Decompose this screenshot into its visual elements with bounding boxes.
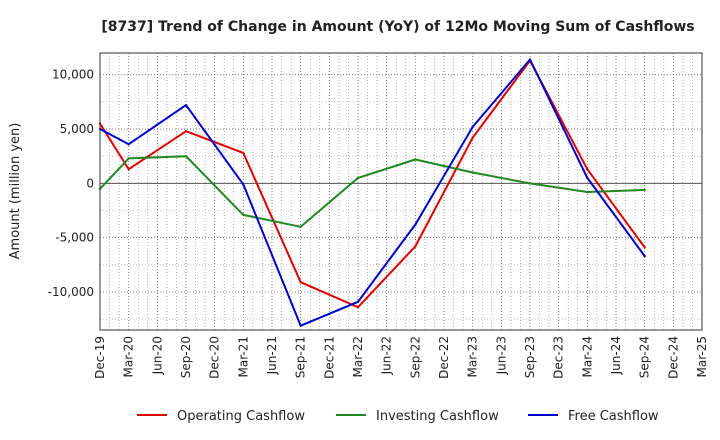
x-tick-label: Dec-21 [322,336,336,379]
series-line [99,58,646,327]
x-tick-label: Mar-22 [351,336,365,377]
data-point [414,223,417,226]
data-point [528,58,532,61]
x-tick-label: Mar-24 [580,336,594,377]
x-tick-label: Jun-22 [380,336,394,375]
data-point [242,183,245,186]
tick-labels: 10,000 5,000 0 -5,000 -10,000 Dec-19 Mar-20 Jun… [48,68,709,379]
plot-frame [99,52,703,331]
x-tick-label: Jun-23 [494,336,508,375]
x-tick-label: Dec-23 [552,336,566,379]
data-point [414,158,417,161]
legend-label: Investing Cashflow [376,409,499,424]
y-tick-label: -10,000 [48,285,94,299]
series-layer [98,58,646,327]
x-tick-label: Dec-19 [93,336,107,379]
data-point [184,103,188,107]
data-point [586,168,589,171]
data-point [127,143,130,146]
data-point [242,151,245,155]
y-tick-label: 0 [86,176,94,190]
chart-title: [8737] Trend of Change in Amount (YoY) o… [101,19,694,35]
x-tick-label: Jun-20 [150,336,164,375]
x-tick-label: Sep-20 [179,336,193,378]
data-point [643,246,646,249]
legend: Operating Cashflow Investing Cashflow Free… [137,409,659,424]
data-point [586,190,589,194]
data-point [299,281,302,284]
x-tick-label: Sep-22 [408,336,422,378]
data-point [127,168,130,171]
data-point [356,300,360,303]
series-line [99,59,646,309]
legend-label: Free Cashflow [568,409,659,424]
data-point [356,305,360,309]
y-axis-label: Amount (million yen) [8,123,23,260]
x-tick-label: Sep-21 [294,336,308,378]
x-tick-label: Sep-23 [523,336,537,378]
x-tick-label: Mar-23 [466,336,480,377]
data-point [299,225,302,229]
data-point [528,182,532,185]
data-point [299,324,302,327]
grid [99,53,703,330]
x-tick-label: Jun-21 [265,336,279,375]
data-point [184,154,188,158]
data-point [643,188,646,192]
data-point [643,254,646,258]
legend-label: Operating Cashflow [177,409,305,424]
y-tick-label: -5,000 [55,231,94,245]
data-point [586,176,589,180]
y-tick-label: 10,000 [52,68,94,82]
x-tick-label: Mar-20 [122,336,136,377]
data-point [414,245,417,248]
y-tick-label: 5,000 [60,122,94,136]
data-point [471,125,474,129]
x-tick-label: Mar-25 [695,336,709,377]
x-tick-label: Dec-24 [666,336,680,379]
data-point [471,171,474,174]
data-point [184,130,188,133]
x-tick-label: Sep-24 [638,336,652,378]
x-tick-label: Mar-21 [236,336,250,377]
x-tick-label: Dec-22 [437,336,451,379]
x-tick-label: Dec-20 [208,336,222,379]
data-point [127,157,130,160]
data-point [242,213,245,217]
x-tick-label: Jun-24 [609,336,623,375]
data-point [356,176,360,180]
data-point [471,136,474,139]
series-line [99,155,645,228]
